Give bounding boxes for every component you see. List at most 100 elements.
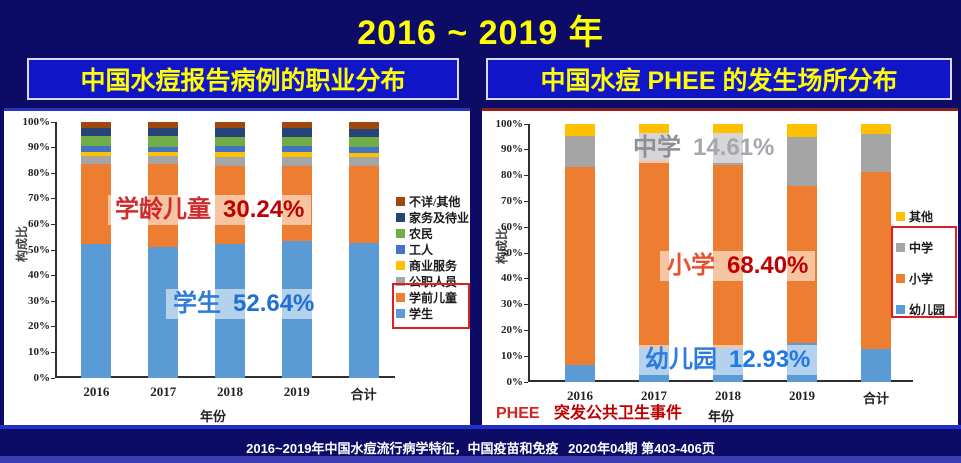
y-tick-label: 50%: [501, 246, 523, 259]
annotation-label: 幼儿园: [645, 346, 717, 373]
legend-label: 公职人员: [409, 274, 458, 289]
bar-segment-商业服务: [148, 152, 179, 157]
stacked-bar-2017: [148, 122, 179, 378]
bar-segment-农民: [81, 136, 112, 147]
x-axis-title: 年份: [200, 409, 227, 424]
phee-footnote: PHEE 突发公共卫生事件: [496, 399, 682, 423]
y-tick-label: 100%: [22, 115, 51, 128]
bar-segment-家务及待业: [281, 128, 312, 137]
bar-segment-不详/其他: [81, 122, 112, 128]
left-chart-header: 中国水痘报告病例的职业分布: [27, 58, 459, 100]
phee-definition: 突发公共卫生事件: [554, 405, 683, 422]
annotation-幼儿园: 幼儿园 12.93%: [638, 345, 818, 375]
bar-segment-其他: [713, 124, 743, 134]
y-tick-mark: [51, 300, 55, 302]
annotation-label: 中学: [633, 134, 681, 161]
bar-segment-公职人员: [81, 155, 112, 165]
bar-segment-其他: [787, 124, 817, 137]
legend-label: 中学: [909, 241, 934, 255]
legend-label: 农民: [409, 226, 434, 241]
divider-line: [0, 425, 961, 429]
bar-segment-其他: [565, 124, 595, 136]
bottom-strip: [0, 456, 961, 463]
bar-segment-商业服务: [215, 151, 245, 157]
bar-segment-农民: [281, 136, 312, 147]
legend-label: 幼儿园: [909, 303, 946, 317]
left-chart-header-label: 中国水痘报告病例的职业分布: [80, 67, 406, 95]
bar-segment-家务及待业: [81, 127, 112, 137]
bar-segment-小学: [861, 172, 891, 349]
right-chart-header-label: 中国水痘 PHEE 的发生场所分布: [540, 67, 898, 95]
bar-segment-工人: [348, 147, 379, 154]
bar-segment-学生: [348, 243, 379, 378]
annotation-value: 12.93%: [729, 346, 811, 373]
y-tick-mark: [524, 329, 528, 331]
y-tick-mark: [524, 252, 528, 254]
x-tick-label: 2016: [567, 388, 593, 403]
legend-item-不详/其他: 不详/其他: [396, 193, 460, 209]
stacked-bar-2016: [81, 122, 112, 378]
stacked-bar-2016: [565, 124, 595, 382]
bar-segment-家务及待业: [215, 128, 245, 137]
bar-segment-农民: [348, 137, 379, 148]
bar-segment-工人: [81, 146, 112, 152]
legend-marker: [896, 243, 905, 252]
bar-segment-小学: [565, 166, 595, 366]
annotation-label: 学生: [173, 290, 221, 317]
y-tick-mark: [524, 149, 528, 151]
annotation-label: 学龄儿童: [115, 196, 211, 223]
legend-item-农民: 农民: [396, 225, 433, 241]
y-tick-mark: [51, 198, 55, 200]
legend-label: 学前儿童: [409, 290, 458, 305]
x-tick-label: 2019: [789, 388, 815, 403]
right-chart-header: 中国水痘 PHEE 的发生场所分布: [486, 58, 952, 100]
x-axis-title: 年份: [708, 409, 735, 424]
bar-segment-商业服务: [81, 151, 112, 156]
bar-segment-家务及待业: [148, 127, 179, 137]
y-tick-label: 60%: [501, 220, 523, 233]
y-tick-mark: [51, 326, 55, 328]
annotation-value: 30.24%: [223, 196, 305, 223]
legend-label: 家务及待业: [409, 210, 470, 225]
annotation-学龄儿童: 学龄儿童 30.24%: [108, 195, 312, 225]
y-tick-label: 0%: [33, 371, 51, 384]
legend-item-学生: 学生: [396, 305, 433, 321]
bar-segment-公职人员: [348, 157, 379, 166]
stacked-bar-2019: [281, 122, 312, 378]
y-tick-label: 50%: [28, 243, 50, 256]
bar-segment-其他: [639, 124, 669, 134]
y-tick-mark: [524, 278, 528, 280]
bar-segment-工人: [148, 146, 179, 153]
y-tick-label: 60%: [28, 217, 50, 230]
legend-highlight-box: [392, 283, 470, 329]
y-tick-label: 30%: [501, 298, 523, 311]
bar-segment-商业服务: [281, 151, 312, 157]
y-tick-label: 70%: [28, 192, 50, 205]
x-tick-label: 2017: [150, 384, 177, 399]
bar-segment-家务及待业: [348, 128, 379, 138]
y-tick-label: 90%: [501, 143, 523, 156]
bar-segment-幼儿园: [565, 365, 595, 382]
annotation-中学: 中学 14.61%: [626, 133, 782, 163]
legend-label: 小学: [909, 272, 934, 286]
y-tick-label: 80%: [28, 166, 50, 179]
y-tick-label: 20%: [501, 323, 523, 336]
y-tick-label: 90%: [28, 141, 50, 154]
legend-marker: [396, 228, 405, 238]
legend-item-幼儿园: 幼儿园: [896, 294, 945, 325]
annotation-value: 52.64%: [233, 290, 315, 317]
bar-segment-学前儿童: [348, 165, 379, 244]
legend-marker: [896, 305, 905, 314]
y-tick-mark: [51, 147, 55, 149]
phee-abbr: PHEE: [496, 405, 540, 422]
bar-segment-商业服务: [348, 153, 379, 158]
legend-item-公职人员: 公职人员: [396, 273, 457, 289]
legend-item-家务及待业: 家务及待业: [396, 209, 469, 225]
legend-marker: [396, 260, 405, 270]
y-tick-label: 10%: [501, 349, 523, 362]
legend-item-工人: 工人: [396, 241, 433, 257]
phee-location-chart: 构成比 年份 PHEE 突发公共卫生事件 0% 10% 20% 30% 40% 50% 60…: [482, 108, 958, 425]
annotation-小学: 小学 68.40%: [660, 251, 816, 281]
legend-marker: [896, 274, 905, 283]
y-tick-mark: [51, 172, 55, 174]
